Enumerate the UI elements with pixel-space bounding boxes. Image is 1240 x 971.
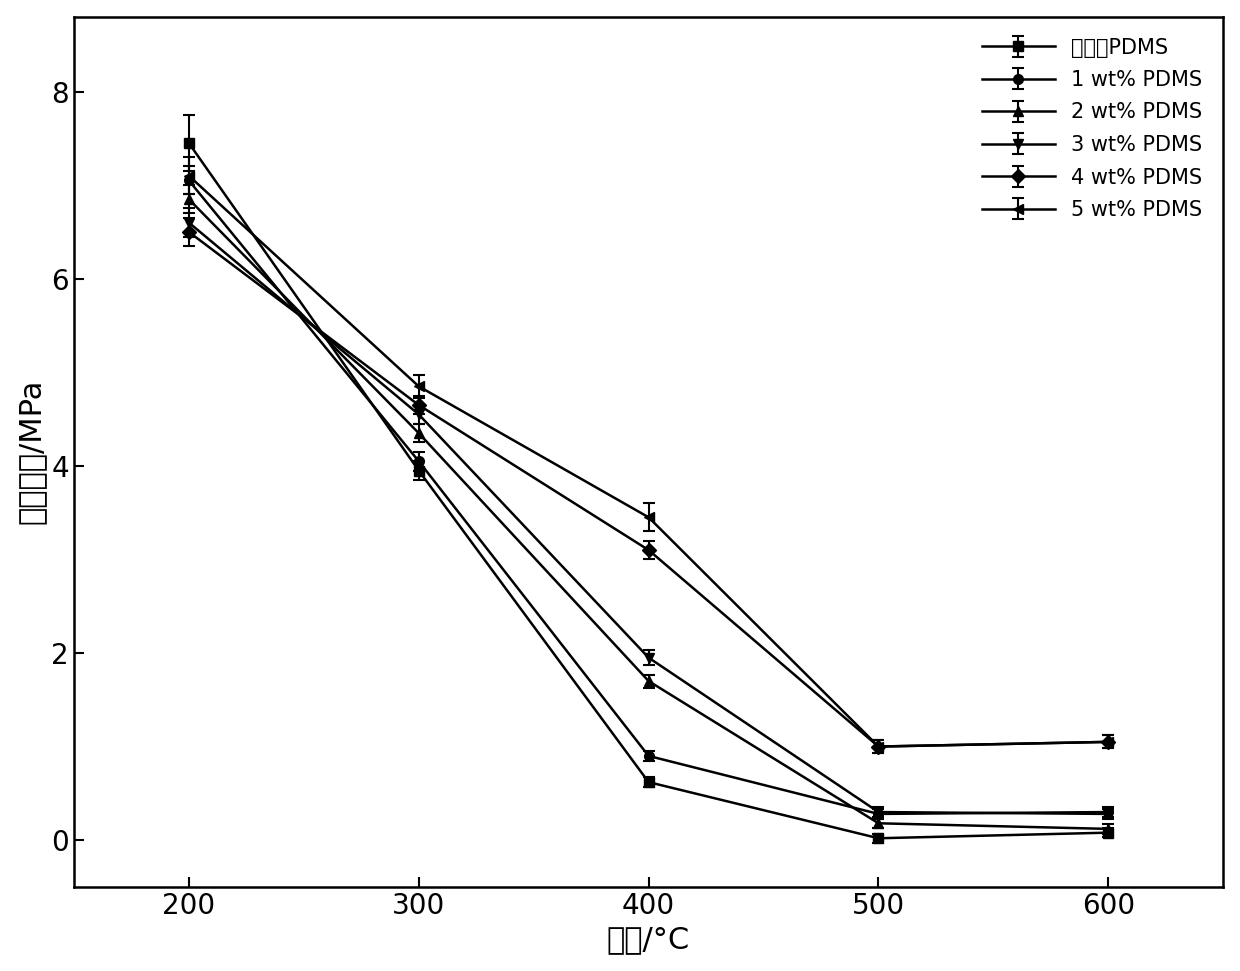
Legend: 无添加PDMS, 1 wt% PDMS, 2 wt% PDMS, 3 wt% PDMS, 4 wt% PDMS, 5 wt% PDMS: 无添加PDMS, 1 wt% PDMS, 2 wt% PDMS, 3 wt% P… [971,27,1213,230]
Y-axis label: 抗弯强度/MPa: 抗弯强度/MPa [16,379,46,524]
X-axis label: 温度/°C: 温度/°C [606,925,691,954]
